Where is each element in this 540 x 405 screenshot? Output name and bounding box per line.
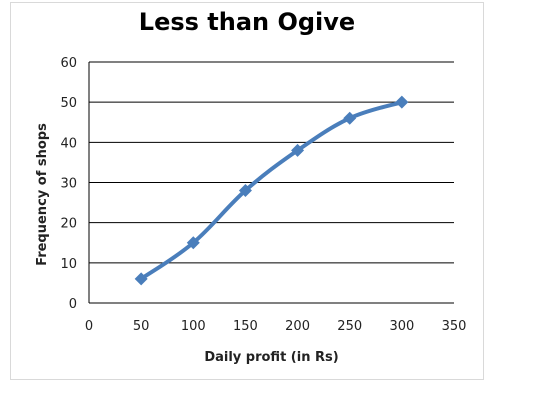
x-tick-label: 300 (389, 319, 414, 334)
data-point-300 (395, 95, 409, 109)
x-tick-label: 150 (233, 319, 258, 334)
x-tick-label: 350 (442, 319, 467, 334)
y-tick-label: 40 (60, 136, 77, 151)
x-tick-label: 0 (85, 319, 93, 334)
data-point-200 (291, 143, 305, 157)
data-point-100 (186, 236, 200, 250)
y-tick-label: 60 (60, 56, 77, 71)
y-tick-label: 30 (60, 177, 77, 192)
series-line (139, 100, 404, 281)
x-axis-label: Daily profit (in Rs) (204, 350, 338, 365)
data-point-250 (343, 111, 357, 125)
y-tick-label: 10 (60, 257, 77, 272)
x-tick-label: 100 (181, 319, 206, 334)
data-point-50 (134, 272, 148, 286)
x-tick-label: 250 (337, 319, 362, 334)
chart-title: Less than Ogive (138, 8, 356, 36)
y-tick-label: 0 (69, 297, 77, 312)
x-tick-label: 200 (285, 319, 310, 334)
y-tick-label: 20 (60, 217, 77, 232)
y-axis-label: Frequency of shops (35, 123, 50, 266)
y-tick-label: 50 (60, 96, 77, 111)
x-tick-label: 50 (133, 319, 150, 334)
data-point-150 (238, 184, 252, 198)
